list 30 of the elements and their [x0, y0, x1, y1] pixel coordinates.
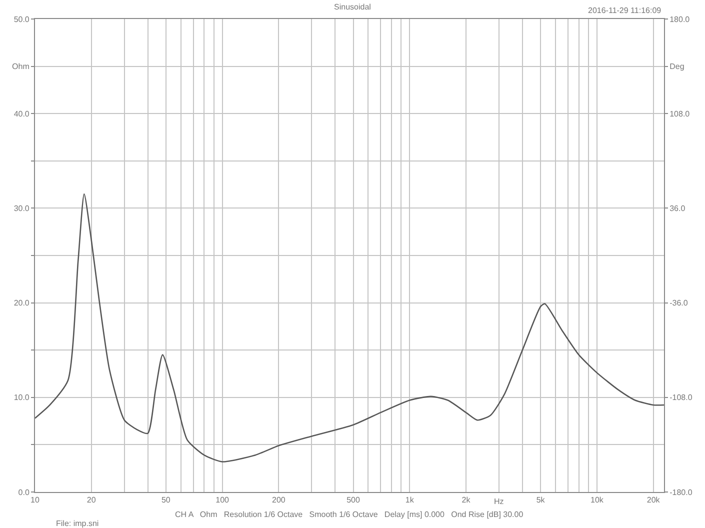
x-axis-title: Hz: [494, 497, 504, 506]
y-tick-label: 40.0: [14, 109, 30, 118]
text: 2016-11-29 11:16:09: [588, 6, 662, 15]
x-tick-label: 500: [346, 496, 360, 505]
x-tick-label: 50: [161, 496, 171, 505]
y2-tick-label: 180.0: [670, 14, 690, 24]
y2-tick-label: -36.0: [670, 298, 688, 308]
x-tick-label: 100: [216, 496, 230, 505]
y2-tick-label: Deg: [670, 62, 684, 72]
x-tick-label: 2k: [462, 496, 472, 505]
x-tick-label: 10k: [590, 496, 604, 505]
y2-tick-label: -108.0: [670, 393, 693, 402]
y-tick-label: 0.0: [18, 488, 30, 497]
text: File: imp.sni: [56, 519, 99, 528]
y-tick-label: Ohm: [12, 62, 30, 72]
x-tick-label: 20k: [646, 496, 661, 505]
y2-tick-label: 36.0: [670, 204, 686, 213]
x-tick-label: 10: [30, 496, 40, 505]
chart-title: Sinusoidal: [334, 2, 372, 12]
y-tick-label: 50.0: [14, 14, 30, 24]
y2-tick-label: -180.0: [670, 488, 693, 497]
y-tick-label: 20.0: [14, 298, 30, 308]
x-tick-label: 200: [272, 496, 286, 505]
x-tick-label: 1k: [405, 496, 415, 505]
x-tick-label: 20: [86, 496, 96, 505]
y2-tick-label: 108.0: [670, 109, 690, 118]
x-tick-label: 5k: [536, 496, 546, 505]
y-tick-label: 10.0: [14, 393, 30, 402]
text: CH A Ohm Resolution 1/6 Octave Smooth 1/6 Octave Delay [ms] 0.000 Ond Rise [dB] 30.00: [175, 510, 524, 519]
y-tick-label: 30.0: [14, 204, 30, 213]
